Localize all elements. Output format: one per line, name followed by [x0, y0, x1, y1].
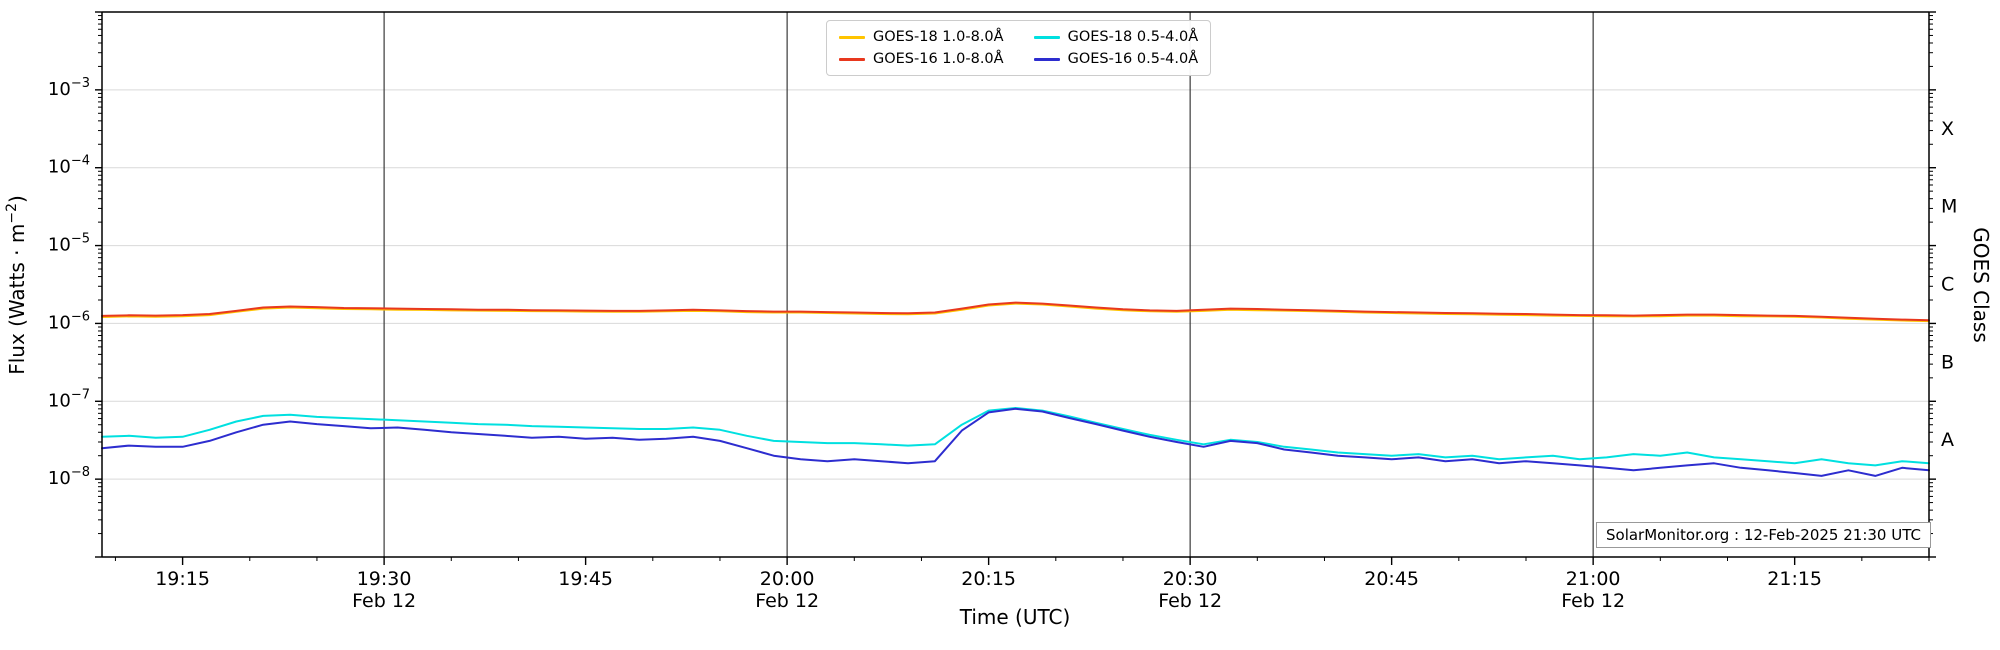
legend-label: GOES-16 1.0-8.0Å: [873, 51, 1004, 68]
y-tick-label: 10−6: [48, 309, 90, 333]
series-line-3: [101, 407, 1930, 477]
legend-item-0: GOES-18 1.0-8.0Å: [839, 28, 1004, 46]
legend-label: GOES-18 1.0-8.0Å: [873, 29, 1004, 45]
x-tick-label: 21:00: [1566, 568, 1621, 590]
x-tick-label: 21:15: [1767, 568, 1822, 590]
solarmonitor-timestamp: SolarMonitor.org : 12-Feb-2025 21:30 UTC: [1596, 522, 1931, 548]
series-line-0: [101, 302, 1930, 323]
legend-item-1: GOES-16 1.0-8.0Å: [839, 50, 1004, 68]
x-tick-label: 19:45: [558, 568, 613, 590]
y-axis-title: Flux (Watts · m−2): [4, 195, 29, 375]
x-date-label: Feb 12: [755, 590, 819, 612]
y-tick-label: 10−4: [48, 154, 90, 178]
y2-axis-title: GOES Class: [1969, 227, 1993, 343]
goes-class-label: X: [1941, 118, 1954, 140]
legend-swatch: [1033, 35, 1060, 39]
x-date-label: Feb 12: [1561, 590, 1625, 612]
legend-label: GOES-16 0.5-4.0Å: [1067, 51, 1199, 68]
goes-class-label: C: [1941, 274, 1954, 296]
series-line-1: [101, 301, 1930, 322]
legend-swatch: [839, 57, 865, 61]
legend-item-3: GOES-16 0.5-4.0Å: [1033, 50, 1199, 68]
legend-swatch: [1033, 57, 1060, 61]
x-tick-label: 20:45: [1364, 568, 1419, 590]
x-tick-label: 20:00: [760, 568, 815, 590]
x-date-label: Feb 12: [1158, 590, 1222, 612]
y-tick-label: 10−7: [48, 387, 90, 411]
series-line-2: [101, 407, 1930, 467]
y-tick-label: 10−3: [48, 76, 90, 100]
legend-swatch: [839, 35, 865, 39]
goes-class-label: B: [1941, 351, 1954, 373]
x-axis-title: Time (UTC): [959, 605, 1071, 629]
x-tick-label: 19:15: [155, 568, 210, 590]
goes-class-label: A: [1941, 429, 1954, 451]
goes-class-label: M: [1941, 196, 1957, 218]
x-tick-label: 19:30: [357, 568, 412, 590]
chart-legend: GOES-18 1.0-8.0Å GOES-16 1.0-8.0Å GOES-18 …: [826, 20, 1212, 77]
x-date-label: Feb 12: [352, 590, 416, 612]
y-tick-label: 10−5: [48, 232, 90, 256]
x-tick-label: 20:30: [1163, 568, 1218, 590]
legend-item-2: GOES-18 0.5-4.0Å: [1033, 28, 1199, 46]
x-tick-label: 20:15: [961, 568, 1016, 590]
legend-label: GOES-18 0.5-4.0Å: [1067, 29, 1199, 45]
y-tick-label: 10−8: [48, 465, 90, 489]
